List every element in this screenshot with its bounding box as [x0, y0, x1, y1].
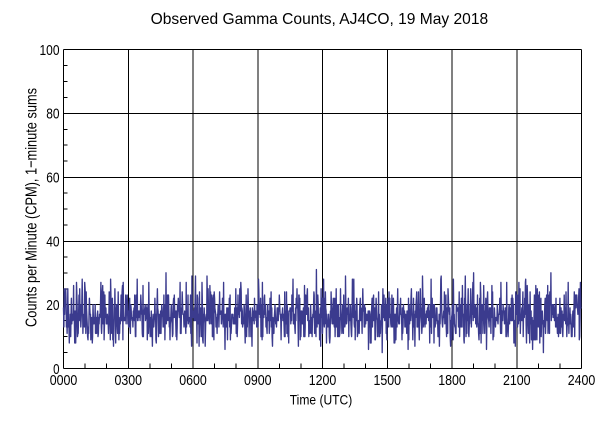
svg-text:2100: 2100	[503, 372, 531, 389]
svg-text:2400: 2400	[568, 372, 596, 389]
svg-text:1800: 1800	[438, 372, 466, 389]
svg-text:0900: 0900	[244, 372, 272, 389]
svg-text:0300: 0300	[114, 372, 142, 389]
svg-text:40: 40	[46, 233, 59, 250]
svg-text:0: 0	[53, 361, 59, 378]
svg-text:Time (UTC): Time (UTC)	[290, 392, 353, 408]
svg-text:60: 60	[46, 170, 59, 187]
svg-text:100: 100	[40, 42, 60, 59]
svg-text:1500: 1500	[373, 372, 401, 389]
svg-text:80: 80	[46, 106, 59, 123]
svg-text:Observed Gamma Counts, AJ4CO,: Observed Gamma Counts, AJ4CO, 19 May 201…	[151, 11, 489, 28]
svg-text:0600: 0600	[179, 372, 207, 389]
svg-text:Counts per Minute (CPM), 1−min: Counts per Minute (CPM), 1−minute sums	[24, 88, 41, 327]
svg-text:1200: 1200	[309, 372, 337, 389]
svg-text:20: 20	[46, 297, 59, 314]
svg-text:0000: 0000	[50, 372, 78, 389]
